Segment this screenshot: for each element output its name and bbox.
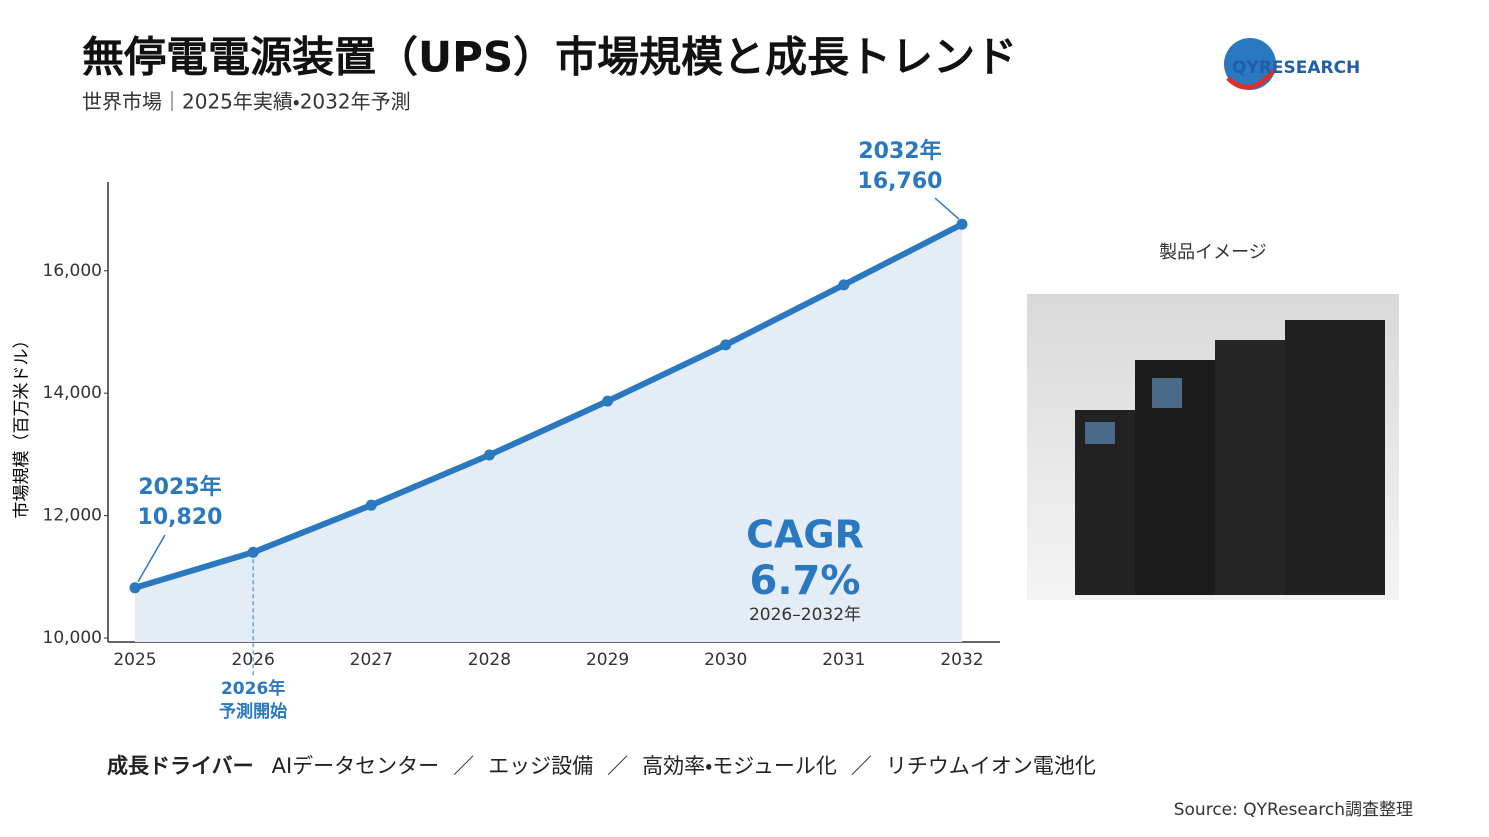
separator: ／ [850,754,872,778]
annotation: 2032年 [858,138,941,164]
cagr-value: 6.7% [750,558,861,604]
x-tick-label: 2028 [468,650,511,670]
cabinet [1285,320,1385,595]
point [956,218,968,230]
point [838,279,850,291]
point [129,582,141,594]
driver-item: 高効率・モジュール化 [642,754,837,778]
logo-swoosh [1226,68,1276,90]
source: Source: QYResearch調査整理 [1173,800,1413,820]
x-tick-label: 2031 [822,650,865,670]
drivers: 成長ドライバー AIデータセンター ／ エッジ設備 ／ 高効率・モジュール化 ／ リチウムイオ… [107,750,1110,780]
driver-item: エッジ設備 [488,754,594,778]
x-tick-label: 2030 [704,650,747,670]
y-tick-label: 16,000 [43,261,102,281]
cagr-period: 2026–2032年 [749,605,861,625]
annotation: 予測開始 [219,701,287,722]
x-tick-label: 2032 [940,650,983,670]
y-tick-label: 10,000 [43,628,102,648]
x-tick-label: 2029 [586,650,629,670]
logo-text: QYRESEARCH [1232,58,1360,78]
value-label: 10,820 [138,505,223,530]
y-tick-label: 14,000 [43,383,102,403]
product-image [1027,294,1399,600]
product-caption: 製品イメージ [1159,242,1267,263]
x-tick-label: 2025 [113,650,156,670]
line [134,221,964,591]
point [720,339,732,351]
point [602,395,614,407]
driver-item: リチウムイオン電池化 [885,754,1096,778]
title: 無停電電源装置（UPS）市場規模と成長トレンド [82,33,1017,82]
driver-item: AIデータセンター [271,754,440,778]
leader-line [934,197,960,220]
separator: ／ [453,754,475,778]
logo-globe [1224,38,1276,90]
screen [1152,378,1182,408]
value-label: 16,760 [858,169,943,194]
y-tick-label: 12,000 [43,506,102,526]
x-tick-label: 2027 [350,650,393,670]
subtitle: 世界市場｜2025年実績・2032年予測 [82,90,411,114]
cagr-label: CAGR [746,513,864,557]
y-axis-label: 市場規模（百万米ドル） [12,332,32,519]
cabinet [1215,340,1285,595]
annotation: 2025年 [138,474,221,500]
logo: QYRESEARCH [1224,38,1360,90]
area [135,224,962,642]
leader-line [137,534,166,583]
separator: ／ [607,754,629,778]
drivers-label: 成長ドライバー [107,754,254,778]
point [365,499,377,511]
annotation: 2026年 [221,678,285,699]
point [483,449,495,461]
screen [1085,422,1115,444]
